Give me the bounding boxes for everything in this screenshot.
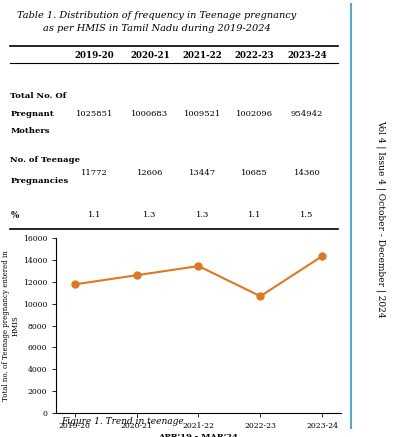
Text: %: % <box>10 211 19 219</box>
Text: Vol 4 | Issue 4 | October - December | 2024: Vol 4 | Issue 4 | October - December | 2… <box>377 120 386 317</box>
Text: 954942: 954942 <box>291 110 323 118</box>
Text: 2023-24: 2023-24 <box>287 51 327 60</box>
Text: Pregnant: Pregnant <box>10 110 54 118</box>
Text: 1.1: 1.1 <box>87 211 101 219</box>
Text: Table 1. Distribution of frequency in Teenage pregnancy: Table 1. Distribution of frequency in Te… <box>17 11 297 20</box>
Text: 2021-22: 2021-22 <box>182 51 222 60</box>
Text: 1002096: 1002096 <box>236 110 273 118</box>
Text: 12606: 12606 <box>137 169 163 177</box>
X-axis label: APR'19 - MAR'24: APR'19 - MAR'24 <box>158 433 239 437</box>
Y-axis label: Total no. of Teenage pregnancy entered in
HMIS: Total no. of Teenage pregnancy entered i… <box>2 250 20 401</box>
Text: Figure 1. Trend in teenage: Figure 1. Trend in teenage <box>61 417 184 426</box>
Text: Pregnancies: Pregnancies <box>10 177 69 185</box>
Text: 1.3: 1.3 <box>196 211 209 219</box>
Text: Total No. Of: Total No. Of <box>10 92 67 100</box>
Text: 14360: 14360 <box>294 169 320 177</box>
Text: 1000683: 1000683 <box>132 110 168 118</box>
Text: 1009521: 1009521 <box>184 110 221 118</box>
Text: 10685: 10685 <box>241 169 268 177</box>
Text: 2019-20: 2019-20 <box>74 51 114 60</box>
Text: 11772: 11772 <box>81 169 107 177</box>
Text: 1.3: 1.3 <box>143 211 157 219</box>
Text: 2020-21: 2020-21 <box>130 51 170 60</box>
Text: as per HMIS in Tamil Nadu during 2019-2024: as per HMIS in Tamil Nadu during 2019-20… <box>43 24 271 33</box>
Text: 1.1: 1.1 <box>248 211 261 219</box>
Text: 1.5: 1.5 <box>300 211 314 219</box>
Text: Mothers: Mothers <box>10 127 50 135</box>
Text: No. of Teenage: No. of Teenage <box>10 156 81 163</box>
Text: 2022-23: 2022-23 <box>235 51 275 60</box>
Text: 1025851: 1025851 <box>75 110 113 118</box>
Text: 13447: 13447 <box>189 169 216 177</box>
